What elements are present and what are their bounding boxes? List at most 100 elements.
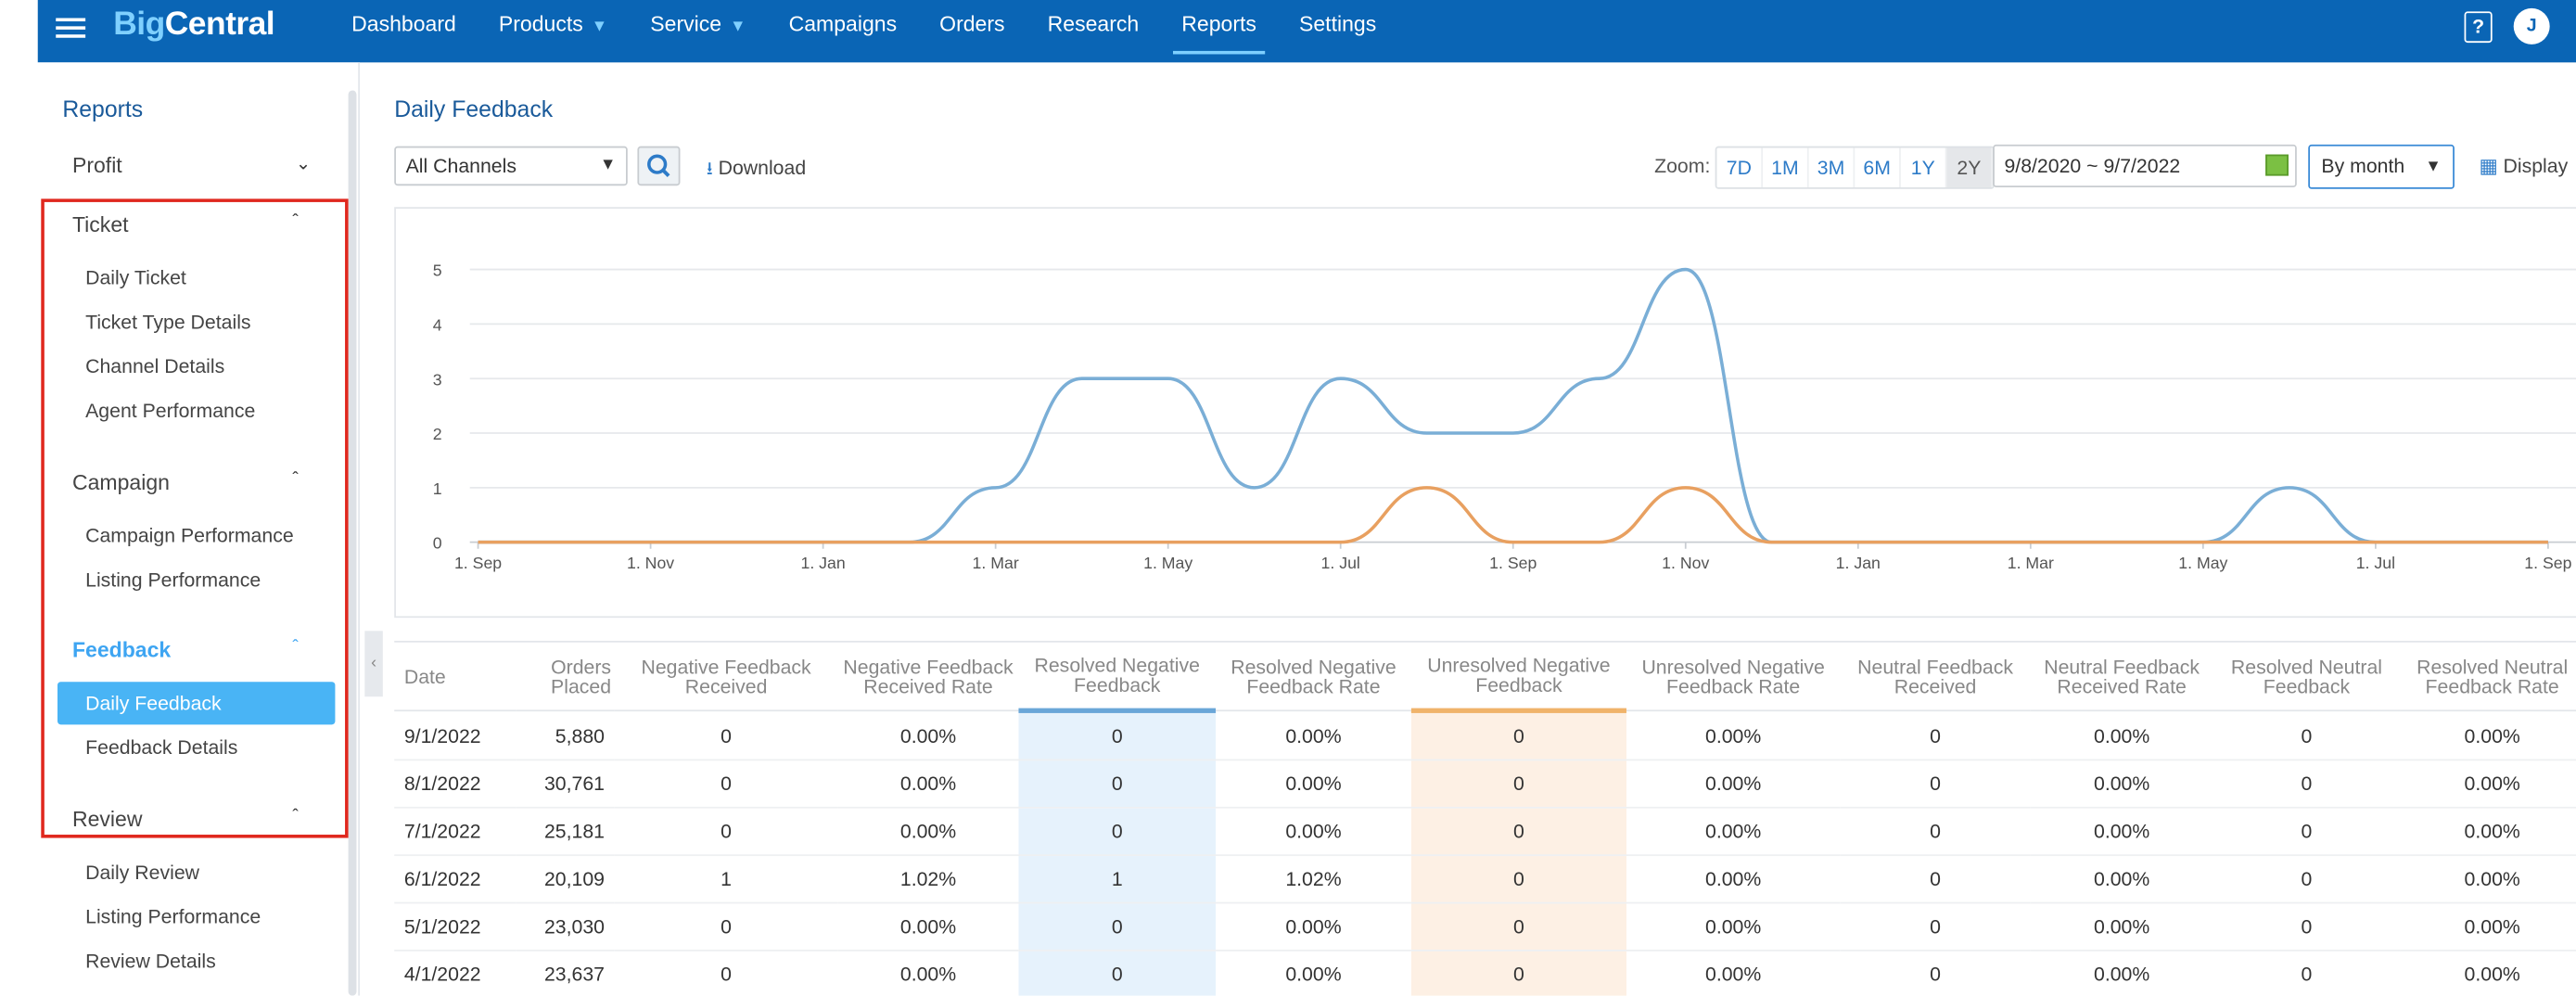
sidebar-item-ticket-type-details[interactable]: Ticket Type Details bbox=[85, 310, 251, 334]
y-tick-label: 3 bbox=[433, 370, 442, 389]
column-header[interactable]: Resolved Neutral Feedback bbox=[2213, 642, 2401, 712]
collapse-sidebar-handle[interactable]: ‹ bbox=[364, 631, 383, 697]
search-button[interactable] bbox=[637, 146, 681, 186]
table-cell: 0 bbox=[2213, 855, 2401, 904]
table-row: 7/1/2022 25,181 0 0.00% 0 0.00% 0 0.00% 0 0.00% 0 0… bbox=[394, 807, 2576, 857]
date-range-value: 9/8/2020 ~ 9/7/2022 bbox=[2004, 154, 2181, 178]
sidebar-item-daily-review[interactable]: Daily Review bbox=[85, 861, 200, 885]
sidebar-item-campaign-performance[interactable]: Campaign Performance bbox=[85, 524, 294, 547]
menu-icon[interactable] bbox=[56, 13, 86, 45]
download-icon: ⭳ bbox=[706, 159, 713, 180]
nav-label: Service bbox=[650, 11, 722, 36]
table-cell: 8/1/2022 bbox=[394, 760, 516, 809]
nav-research[interactable]: Research bbox=[1027, 0, 1161, 62]
table-cell: 1 bbox=[614, 855, 838, 904]
highlight-box bbox=[41, 198, 349, 838]
table-cell: 0 bbox=[1410, 950, 1626, 996]
chevron-up-icon[interactable]: ˆ bbox=[292, 637, 299, 658]
table-cell: 0 bbox=[2213, 807, 2401, 857]
column-header[interactable]: Orders Placed bbox=[516, 642, 615, 712]
page-title: Daily Feedback bbox=[394, 95, 554, 122]
search-icon bbox=[647, 154, 670, 177]
table-cell: 9/1/2022 bbox=[394, 710, 516, 761]
chevron-up-icon[interactable]: ˆ bbox=[292, 806, 299, 827]
column-header[interactable]: Resolved Negative Feedback bbox=[1018, 642, 1217, 713]
table-cell: 0.00% bbox=[1626, 760, 1841, 809]
chevron-up-icon[interactable]: ˆ bbox=[292, 469, 299, 490]
sidebar-item-feedback-details[interactable]: Feedback Details bbox=[85, 735, 238, 760]
table-cell: 1.02% bbox=[1216, 855, 1411, 904]
column-header[interactable]: Resolved Neutral Feedback Rate bbox=[2400, 642, 2576, 712]
table-cell: 0 bbox=[614, 950, 838, 996]
nav-label: Reports bbox=[1181, 11, 1256, 36]
sidebar-item-daily-feedback[interactable]: Daily Feedback bbox=[85, 691, 222, 715]
display-button[interactable]: ▦ Display bbox=[2479, 155, 2568, 178]
zoom-7d[interactable]: 7D bbox=[1716, 147, 1764, 187]
sidebar-item-channel-details[interactable]: Channel Details bbox=[85, 354, 225, 378]
y-tick-label: 5 bbox=[433, 262, 442, 280]
channel-select[interactable]: All Channels ▼ bbox=[394, 146, 628, 186]
table-cell: 25,181 bbox=[516, 807, 615, 857]
nav-orders[interactable]: Orders bbox=[918, 0, 1026, 62]
sidebar-group-profit[interactable]: Profit bbox=[71, 152, 122, 178]
y-tick-label: 0 bbox=[433, 534, 442, 553]
nav-dashboard[interactable]: Dashboard bbox=[330, 0, 478, 62]
table-cell: 0 bbox=[614, 760, 838, 809]
download-button[interactable]: ⭳ Download bbox=[707, 155, 806, 186]
zoom-1y[interactable]: 1Y bbox=[1901, 147, 1947, 187]
table-cell: 0.00% bbox=[2030, 807, 2213, 857]
x-tick-label: 1. Mar bbox=[973, 554, 1019, 572]
chevron-down-icon: ▼ bbox=[591, 18, 608, 36]
zoom-2y[interactable]: 2Y bbox=[1946, 147, 1994, 187]
column-header[interactable]: Date bbox=[394, 642, 516, 712]
table-cell: 0.00% bbox=[837, 760, 1019, 809]
table-row: 8/1/2022 30,761 0 0.00% 0 0.00% 0 0.00% 0 0.00% 0 0… bbox=[394, 760, 2576, 809]
group-by-select[interactable]: By month ▼ bbox=[2308, 144, 2455, 189]
chevron-up-icon[interactable]: ˆ bbox=[292, 211, 299, 232]
column-header[interactable]: Unresolved Negative Feedback bbox=[1410, 642, 1626, 713]
sidebar bbox=[37, 62, 361, 996]
chevron-down-icon[interactable]: ⌄ bbox=[295, 154, 312, 174]
sidebar-item-daily-ticket[interactable]: Daily Ticket bbox=[85, 266, 186, 289]
avatar[interactable]: J bbox=[2513, 7, 2550, 45]
nav-label: Research bbox=[1047, 11, 1140, 36]
nav-settings[interactable]: Settings bbox=[1278, 0, 1397, 62]
sidebar-group-ticket[interactable]: Ticket bbox=[71, 211, 129, 237]
table-cell: 7/1/2022 bbox=[394, 807, 516, 857]
date-range-input[interactable]: 9/8/2020 ~ 9/7/2022 bbox=[1993, 144, 2297, 187]
calendar-icon[interactable] bbox=[2265, 154, 2289, 176]
nav-service[interactable]: Service ▼ bbox=[629, 0, 767, 62]
chevron-down-icon: ▼ bbox=[599, 156, 617, 174]
column-header[interactable]: Neutral Feedback Received Rate bbox=[2030, 642, 2213, 712]
help-icon[interactable]: ? bbox=[2464, 11, 2493, 44]
column-header[interactable]: Neutral Feedback Received bbox=[1840, 642, 2031, 712]
table-cell: 0.00% bbox=[837, 950, 1019, 996]
table-cell: 0 bbox=[2213, 950, 2401, 996]
nav-label: Orders bbox=[939, 11, 1005, 36]
sidebar-group-campaign[interactable]: Campaign bbox=[71, 469, 170, 495]
sidebar-item-listing-performance[interactable]: Listing Performance bbox=[85, 568, 261, 592]
table-cell: 0.00% bbox=[2400, 950, 2576, 996]
column-header[interactable]: Negative Feedback Received bbox=[614, 642, 838, 712]
table-cell: 0.00% bbox=[837, 710, 1019, 761]
x-tick-label: 1. Sep bbox=[454, 554, 502, 572]
zoom-3m[interactable]: 3M bbox=[1809, 147, 1855, 187]
nav-campaigns[interactable]: Campaigns bbox=[768, 0, 919, 62]
sidebar-group-review[interactable]: Review bbox=[71, 806, 143, 832]
logo[interactable]: BigCentral bbox=[113, 6, 274, 45]
table-row: 5/1/2022 23,030 0 0.00% 0 0.00% 0 0.00% 0 0.00% 0 0… bbox=[394, 902, 2576, 951]
column-header[interactable]: Resolved Negative Feedback Rate bbox=[1216, 642, 1411, 712]
nav-reports[interactable]: Reports bbox=[1160, 0, 1278, 62]
table-cell: 0 bbox=[2213, 902, 2401, 951]
column-header[interactable]: Unresolved Negative Feedback Rate bbox=[1626, 642, 1841, 712]
nav-products[interactable]: Products ▼ bbox=[478, 0, 629, 62]
sidebar-item-listing-performance-review[interactable]: Listing Performance bbox=[85, 905, 261, 929]
sidebar-item-agent-performance[interactable]: Agent Performance bbox=[85, 399, 256, 423]
zoom-6m[interactable]: 6M bbox=[1855, 147, 1901, 187]
sidebar-group-feedback[interactable]: Feedback bbox=[71, 637, 172, 662]
sidebar-item-review-details[interactable]: Review Details bbox=[85, 950, 216, 973]
zoom-1m[interactable]: 1M bbox=[1763, 147, 1809, 187]
sidebar-scrollbar[interactable] bbox=[348, 90, 357, 996]
column-header[interactable]: Negative Feedback Received Rate bbox=[837, 642, 1019, 712]
